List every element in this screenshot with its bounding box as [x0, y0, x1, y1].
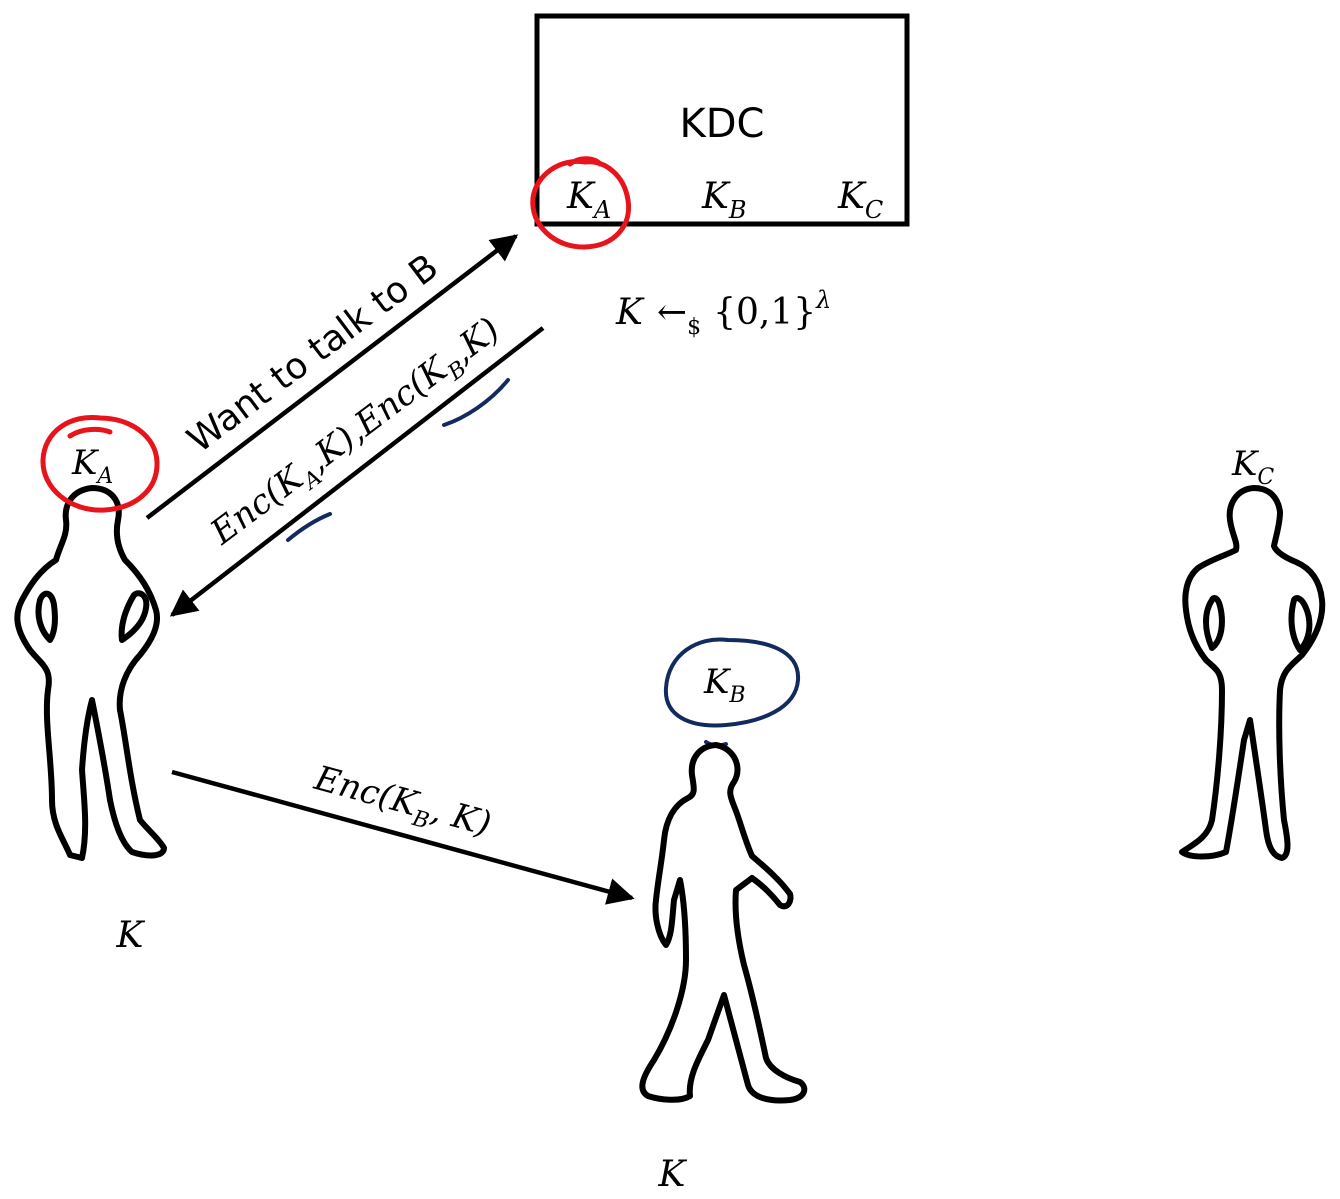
request-label: Want to talk to B: [180, 247, 446, 462]
carol-left-arm: [1203, 595, 1225, 651]
bob-silhouette: [639, 742, 808, 1104]
alice-figure: [14, 485, 167, 861]
alice-silhouette: [14, 485, 167, 861]
response-arrow: [169, 326, 545, 617]
kdc-key-c: KC: [837, 176, 883, 224]
kdc-title: KDC: [680, 101, 765, 147]
kdc-key-a-red-circle: [530, 156, 632, 250]
alice-red-circle: [40, 414, 160, 513]
carol-figure: [1179, 485, 1326, 861]
bob-result-key: K: [658, 1154, 688, 1195]
carol-right-arm: [1288, 595, 1313, 653]
carol-silhouette: [1179, 485, 1326, 861]
response-label: Enc(KA,K),Enc(KB,K): [203, 310, 512, 558]
kdc-key-b: KB: [701, 176, 747, 224]
forward-arrow: [171, 769, 635, 905]
underline-mark-ka: [286, 512, 332, 542]
alice-result-key: K: [116, 915, 146, 956]
alice-right-arm: [118, 590, 150, 643]
carol-head-key: KC: [1231, 444, 1274, 490]
request-arrow: [145, 234, 519, 520]
kdc-box: KDC KA KB KC: [530, 13, 910, 250]
alice-head-key: KA: [71, 443, 113, 489]
bob-figure: [639, 742, 808, 1104]
alice-left-arm: [35, 590, 58, 643]
underline-mark-kb: [442, 378, 510, 427]
kdc-key-a: KA: [566, 176, 611, 224]
sampling-line: K ←$ {0,1}λ: [615, 286, 831, 340]
bob-head-key: KB: [703, 662, 746, 708]
